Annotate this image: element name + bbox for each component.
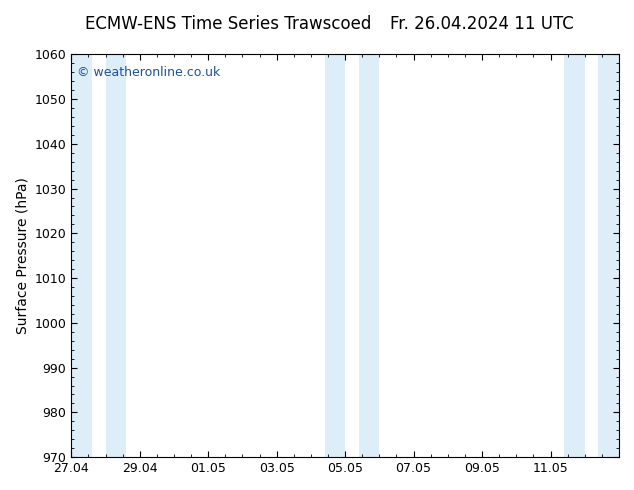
Bar xyxy=(71,54,92,457)
Text: Fr. 26.04.2024 11 UTC: Fr. 26.04.2024 11 UTC xyxy=(390,15,574,33)
Bar xyxy=(598,54,619,457)
Bar xyxy=(105,54,126,457)
Text: ECMW-ENS Time Series Trawscoed: ECMW-ENS Time Series Trawscoed xyxy=(85,15,372,33)
Bar xyxy=(359,54,379,457)
Y-axis label: Surface Pressure (hPa): Surface Pressure (hPa) xyxy=(15,177,29,334)
Bar xyxy=(325,54,345,457)
Bar xyxy=(564,54,585,457)
Text: © weatheronline.co.uk: © weatheronline.co.uk xyxy=(77,66,220,79)
